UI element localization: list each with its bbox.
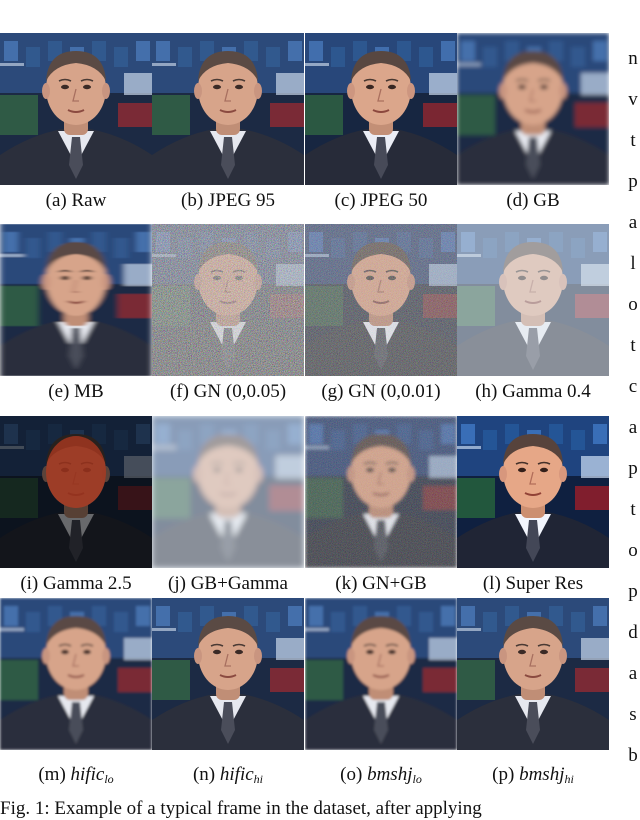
panel-caption: (j) GB+Gamma [168,573,288,594]
panel-caption-prefix: (o) [340,764,368,785]
panel-caption: (f) GN (0,0.05) [169,381,287,402]
panel-caption-math: hific [219,764,254,785]
panel-caption: (c) JPEG 50 [334,190,428,211]
panel-caption: (h) Gamma 0.4 [475,381,591,402]
panel-caption-prefix: (m) [38,764,71,785]
panel-caption-subscript: lo [412,772,422,786]
edge-text-char: n [628,48,638,69]
panel-caption: (d) GB [506,190,560,211]
edge-text-char: c [628,376,638,397]
panel-image [152,598,304,750]
panel-caption: (p) bmshjhi [457,764,609,790]
panel-image [0,598,152,750]
edge-text-char: b [628,745,638,766]
panel-caption: (l) Super Res [482,573,584,594]
edge-text-char: p [628,458,638,479]
panel-image [0,416,152,568]
panel-image [305,33,457,185]
panel-image [305,598,457,750]
panel-image [152,416,304,568]
panel-image [457,33,609,185]
edge-text-char: o [628,540,638,561]
panel-caption-math: hific [70,764,105,785]
edge-text-char: t [630,335,636,356]
panel-image [305,224,457,376]
edge-text-char: t [630,130,636,151]
panel-caption-math: bmshj [519,764,565,785]
panel-image [152,33,304,185]
panel-caption-prefix: (n) [192,764,220,785]
panel-caption-prefix: (p) [492,764,520,785]
panel-caption: (a) Raw [45,190,107,211]
edge-text-char: a [628,417,638,438]
panel-image [305,416,457,568]
panel-caption-math: bmshj [367,764,413,785]
edge-text-char: l [630,253,636,274]
edge-text-char: v [628,89,638,110]
edge-text-char: o [628,294,638,315]
edge-text-char: p [628,581,638,602]
panel-caption: (n) hifichi [152,764,304,790]
panel-caption: (m) hificlo [0,764,152,790]
panel-image [457,224,609,376]
figure-caption: Fig. 1: Example of a typical frame in th… [0,798,482,819]
panel-caption-subscript: hi [564,772,574,786]
panel-caption-subscript: lo [104,772,114,786]
edge-text-char: d [628,622,638,643]
panel-image [457,598,609,750]
panel-caption: (k) GN+GB [335,573,427,594]
edge-text-char: s [629,704,637,725]
panel-caption-subscript: hi [253,772,264,786]
panel-caption: (i) Gamma 2.5 [20,573,132,594]
edge-text-char: a [628,663,638,684]
panel-caption: (g) GN (0,0.01) [321,381,441,402]
panel-image [152,224,304,376]
panel-caption: (e) MB [48,381,104,402]
panel-image [457,416,609,568]
panel-caption: (b) JPEG 95 [181,190,275,211]
edge-text-char: t [630,499,636,520]
panel-image [0,224,152,376]
edge-text-char: p [628,171,638,192]
panel-image [0,33,152,185]
edge-text-char: a [628,212,638,233]
panel-caption: (o) bmshjlo [305,764,457,790]
